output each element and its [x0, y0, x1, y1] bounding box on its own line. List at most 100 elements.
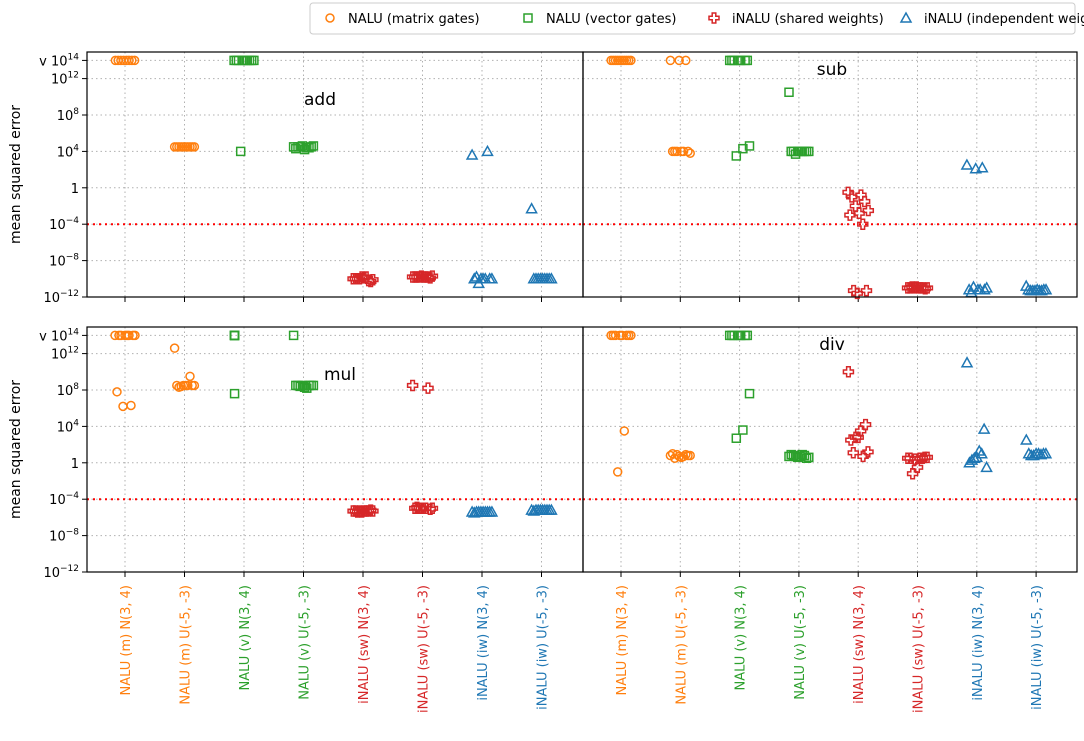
data-point: [797, 146, 807, 157]
data-point: [735, 330, 746, 341]
data-point: [485, 272, 499, 284]
x-tick-label: NALU (m) U(-5, -3): [179, 585, 194, 705]
data-point: [538, 503, 552, 515]
panel-div: div NALU (m) N(3, 4) NALU (m) U(-5, -3) NAL…: [582, 326, 1078, 713]
panel-title: div: [819, 335, 845, 355]
data-point: [681, 55, 691, 66]
data-point: [804, 146, 814, 157]
data-point: [744, 388, 755, 399]
data-point: [235, 146, 246, 157]
x-tick-label: iNALU (sw) U(-5, -3): [912, 585, 927, 713]
data-point: [963, 456, 976, 468]
data-point: [308, 380, 319, 391]
data-point: [189, 142, 200, 152]
data-point: [1024, 448, 1038, 461]
data-point: [804, 452, 814, 463]
y-axis-label: mean squared error: [8, 380, 24, 519]
legend-label: NALU (vector gates): [546, 12, 676, 27]
x-tick-label: iNALU (iw) N(3, 4): [971, 585, 986, 701]
data-point: [183, 380, 193, 391]
data-point: [683, 146, 693, 157]
x-tick-label: iNALU (sw) N(3, 4): [852, 585, 867, 704]
data-point: [619, 55, 630, 66]
data-point: [176, 381, 186, 392]
square-marker-icon: [523, 13, 533, 23]
data-point: [531, 272, 545, 284]
y-tick-label: 108: [57, 107, 80, 124]
data-point: [176, 142, 186, 152]
data-point: [242, 55, 253, 66]
data-point: [288, 330, 299, 341]
data-point: [229, 388, 240, 399]
y-tick-label: 10−8: [49, 253, 79, 270]
data-point: [975, 447, 988, 459]
data-point: [665, 55, 676, 66]
data-point: [422, 382, 434, 394]
data-point: [857, 218, 869, 230]
data-point: [921, 451, 934, 464]
data-point: [356, 506, 368, 518]
data-point: [189, 380, 200, 391]
data-point: [413, 502, 425, 515]
data-point: [976, 161, 989, 173]
y-tick-label: 10−12: [43, 564, 79, 581]
data-point: [742, 55, 753, 66]
data-point: [249, 55, 259, 66]
data-point: [525, 202, 538, 214]
data-point: [424, 503, 436, 515]
x-tick-label: NALU (v) U(-5, -3): [793, 585, 808, 700]
y-tick-label: 104: [57, 418, 80, 435]
data-point: [980, 460, 993, 473]
y-axis-label: mean squared error: [8, 105, 24, 244]
data-point: [126, 400, 136, 411]
data-point: [353, 273, 366, 285]
data-point: [110, 330, 120, 341]
data-point: [852, 431, 864, 444]
data-point: [967, 280, 980, 292]
panel-add: v 1014 1012 108 104 1 10−4 10−8 10−12 add mean sq…: [8, 51, 584, 306]
data-point: [916, 452, 929, 464]
data-point: [169, 343, 180, 353]
data-point: [851, 287, 864, 300]
data-point: [1039, 283, 1053, 295]
data-point: [172, 380, 182, 391]
x-tick-label: NALU (m) N(3, 4): [615, 585, 630, 695]
legend-label: NALU (matrix gates): [348, 12, 480, 27]
data-point: [844, 209, 856, 221]
data-point: [183, 142, 193, 152]
data-point: [862, 446, 874, 458]
y-tick-label: 1: [71, 182, 79, 197]
data-point: [112, 387, 122, 397]
data-point: [729, 330, 739, 341]
axes-frame: [582, 326, 1078, 573]
data-point: [842, 186, 854, 199]
data-point: [738, 425, 748, 435]
panel-title: add: [304, 90, 336, 110]
y-tick-label: 10−12: [43, 289, 79, 306]
data-point: [853, 207, 865, 220]
y-tick-label: v 1014: [39, 52, 79, 69]
data-point: [302, 383, 312, 393]
data-point: [738, 143, 748, 154]
data-point: [114, 330, 124, 341]
data-point: [302, 143, 312, 153]
x-tick-label: iNALU (iw) U(-5, -3): [536, 585, 551, 710]
data-point: [612, 55, 623, 66]
data-point: [744, 141, 755, 151]
data-point: [545, 272, 558, 284]
legend-frame: [309, 2, 1076, 35]
y-tick-label: 10−4: [49, 216, 79, 233]
data-point: [472, 276, 485, 289]
data-point: [904, 452, 916, 464]
y-tick-label: 1012: [51, 346, 79, 363]
data-point: [116, 55, 126, 66]
legend-label: iNALU (independent weights): [924, 12, 1084, 27]
data-point: [847, 447, 860, 459]
legend-label: iNALU (shared weights): [732, 12, 884, 27]
data-point: [351, 506, 364, 518]
y-tick-label: 104: [57, 143, 80, 160]
data-point: [784, 87, 794, 97]
x-tick-label: NALU (v) N(3, 4): [238, 585, 253, 691]
data-point: [626, 55, 636, 66]
data-point: [295, 142, 305, 152]
